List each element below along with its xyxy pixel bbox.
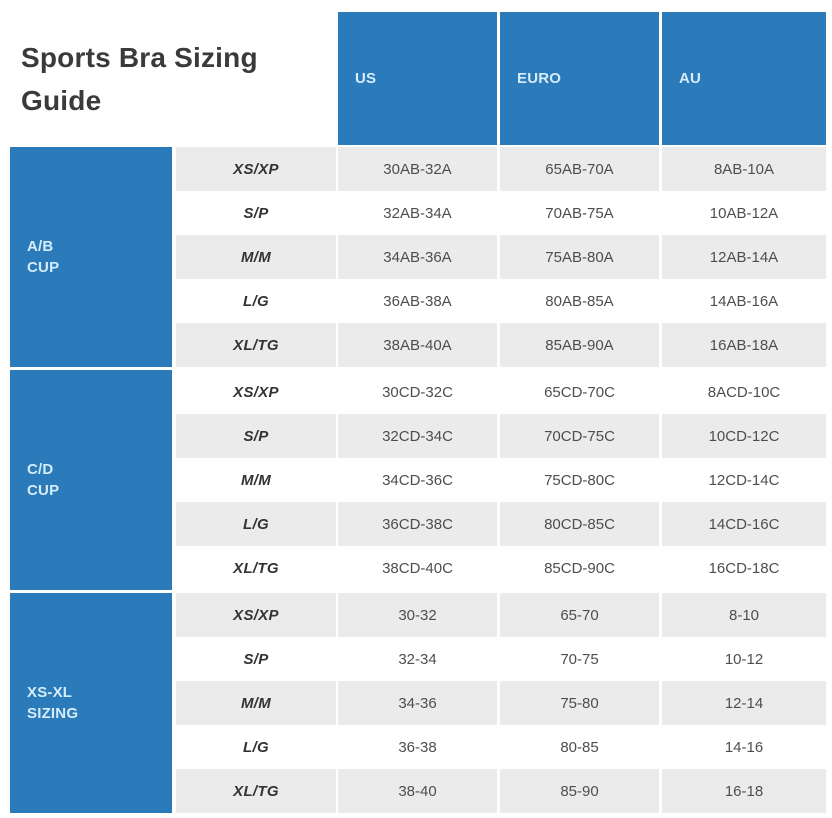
data-cell-au: 10CD-12C [662, 414, 826, 458]
data-cell-euro: 85CD-90C [500, 546, 659, 590]
size-label-cell: L/G [176, 502, 336, 546]
data-cell-us: 32CD-34C [338, 414, 497, 458]
data-cell-euro: 85AB-90A [500, 323, 659, 367]
section-label-line: SIZING [27, 705, 79, 722]
page-title-line-1: Sports Bra Sizing [21, 42, 258, 73]
data-cell-au: 14-16 [662, 725, 826, 769]
section-label-line: CUP [27, 482, 60, 499]
data-cell-us: 32-34 [338, 637, 497, 681]
data-cell-au: 10AB-12A [662, 191, 826, 235]
data-cell-us: 36AB-38A [338, 279, 497, 323]
size-label-cell: XL/TG [176, 323, 336, 367]
column-header-au: AU [662, 12, 826, 145]
data-cell-au: 14AB-16A [662, 279, 826, 323]
data-cell-euro: 70AB-75A [500, 191, 659, 235]
data-cell-us: 30AB-32A [338, 147, 497, 191]
data-cell-us: 36CD-38C [338, 502, 497, 546]
size-label-cell: M/M [176, 458, 336, 502]
data-cell-au: 12AB-14A [662, 235, 826, 279]
section-label-a/b-cup: A/B CUP [10, 147, 172, 367]
data-cell-au: 8-10 [662, 593, 826, 637]
data-cell-euro: 80AB-85A [500, 279, 659, 323]
size-label-cell: S/P [176, 191, 336, 235]
data-cell-euro: 80-85 [500, 725, 659, 769]
data-cell-au: 8ACD-10C [662, 370, 826, 414]
data-cell-euro: 85-90 [500, 769, 659, 813]
data-cell-au: 10-12 [662, 637, 826, 681]
data-cell-us: 30-32 [338, 593, 497, 637]
size-label-cell: XS/XP [176, 593, 336, 637]
section-label-xs-xl-sizing: XS-XL SIZING [10, 593, 172, 813]
data-cell-euro: 65AB-70A [500, 147, 659, 191]
size-label-cell: XS/XP [176, 147, 336, 191]
data-cell-euro: 80CD-85C [500, 502, 659, 546]
data-cell-euro: 70-75 [500, 637, 659, 681]
data-cell-euro: 65CD-70C [500, 370, 659, 414]
section-label-line: A/B [27, 238, 54, 255]
data-cell-au: 12CD-14C [662, 458, 826, 502]
data-cell-euro: 75AB-80A [500, 235, 659, 279]
section-label-line: XS-XL [27, 684, 73, 701]
section-label-c/d-cup: C/D CUP [10, 370, 172, 590]
column-header-euro: EURO [500, 12, 659, 145]
data-cell-us: 30CD-32C [338, 370, 497, 414]
data-cell-us: 34CD-36C [338, 458, 497, 502]
data-cell-us: 34-36 [338, 681, 497, 725]
size-label-cell: S/P [176, 637, 336, 681]
section-label-line: CUP [27, 259, 60, 276]
data-cell-us: 32AB-34A [338, 191, 497, 235]
data-cell-au: 16AB-18A [662, 323, 826, 367]
data-cell-euro: 70CD-75C [500, 414, 659, 458]
data-cell-au: 12-14 [662, 681, 826, 725]
column-header-us: US [338, 12, 497, 145]
page-title: Sports Bra Sizing Guide [21, 36, 258, 122]
data-cell-us: 36-38 [338, 725, 497, 769]
data-cell-euro: 75-80 [500, 681, 659, 725]
data-cell-euro: 65-70 [500, 593, 659, 637]
size-label-cell: S/P [176, 414, 336, 458]
data-cell-us: 38CD-40C [338, 546, 497, 590]
data-cell-au: 16CD-18C [662, 546, 826, 590]
size-label-cell: L/G [176, 725, 336, 769]
data-cell-au: 14CD-16C [662, 502, 826, 546]
data-cell-au: 8AB-10A [662, 147, 826, 191]
data-cell-us: 38AB-40A [338, 323, 497, 367]
size-label-cell: M/M [176, 235, 336, 279]
data-cell-au: 16-18 [662, 769, 826, 813]
size-label-cell: XL/TG [176, 769, 336, 813]
data-cell-us: 34AB-36A [338, 235, 497, 279]
size-label-cell: XS/XP [176, 370, 336, 414]
size-label-cell: M/M [176, 681, 336, 725]
size-label-cell: L/G [176, 279, 336, 323]
section-label-line: C/D [27, 461, 54, 478]
data-cell-euro: 75CD-80C [500, 458, 659, 502]
page-title-line-2: Guide [21, 85, 102, 116]
size-label-cell: XL/TG [176, 546, 336, 590]
data-cell-us: 38-40 [338, 769, 497, 813]
